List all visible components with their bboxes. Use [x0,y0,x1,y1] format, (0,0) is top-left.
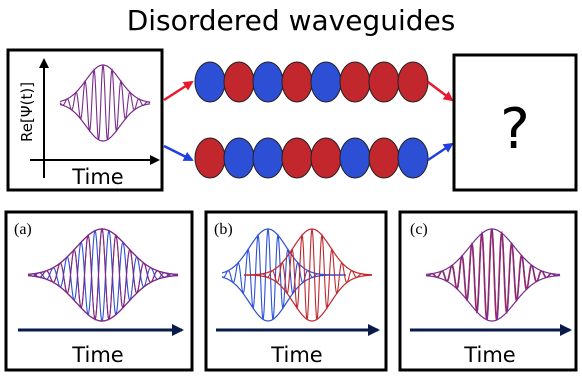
arrow-to-bottom-waveguide [163,144,194,162]
bottom-waveguide-segment-7 [368,137,400,179]
top-waveguide-segment-1 [194,61,226,103]
wave-c-purple-envelope-upper [426,228,560,276]
result-panel-b-label: (b) [214,221,233,238]
bottom-waveguide-segment-6 [339,137,371,179]
top-waveguide-segment-2 [223,61,255,103]
input-wavepacket [59,64,151,142]
wave-a-purple-envelope-lower [28,274,179,322]
result-panel-b-frame [204,210,388,372]
bottom-waveguide-segment-5 [310,137,342,179]
wave-c-purple-envelope-lower [426,274,560,322]
bottom-waveguide-segment-1 [194,137,226,179]
result-panel-a: (a) Time [4,210,194,372]
bottom-waveguide [194,137,429,179]
wave-b-red-envelope-lower [243,274,372,322]
input-x-label: Time [71,165,123,189]
top-waveguide-segment-6 [339,61,371,103]
result-panel-c: (c) Time [398,210,578,372]
wave-a-purple-envelope-upper [28,228,179,276]
wavepacket-b [221,228,372,322]
bottom-waveguide-segment-2 [223,137,255,179]
top-waveguide-segment-5 [310,61,342,103]
top-waveguide [194,61,429,103]
top-waveguide-segment-7 [368,61,400,103]
arrow-from-top-waveguide [427,81,454,102]
arrow-to-top-waveguide [163,80,194,102]
top-waveguide-segment-4 [281,61,313,103]
input-y-label: Re[Ψ(t)] [18,82,36,142]
input-pulse-panel: Re[Ψ(t)] Time [6,48,164,192]
top-waveguide-segment-3 [252,61,284,103]
arrow-from-bottom-waveguide [427,142,454,162]
time-label-b: Time [270,343,322,367]
input-wave-envelope-upper [59,64,151,103]
wave-b-red-envelope-upper [243,228,372,276]
bottom-waveguide-segment-8 [397,137,429,179]
wave-b-red-carrier [244,228,372,320]
unknown-output-mark: ? [500,97,530,162]
wavepacket-c [425,228,561,322]
bottom-waveguide-segment-4 [281,137,313,179]
input-wave-envelope-lower [59,103,151,142]
result-panel-c-label: (c) [410,221,428,238]
time-label-c: Time [463,343,515,367]
result-panel-b: (b) Time [204,210,388,372]
input-panel-frame [6,48,164,192]
output-panel: ? [452,53,578,192]
wave-b-blue-envelope-lower [221,274,346,322]
top-waveguide-segment-8 [397,61,429,103]
bottom-waveguide-segment-3 [252,137,284,179]
figure-title: Disordered waveguides [127,4,456,37]
time-label-a: Time [71,343,123,367]
result-panel-a-label: (a) [14,221,32,238]
output-panel-frame [452,53,578,192]
wavepacket-a [27,227,179,323]
wave-b-blue-envelope-upper [221,228,346,276]
